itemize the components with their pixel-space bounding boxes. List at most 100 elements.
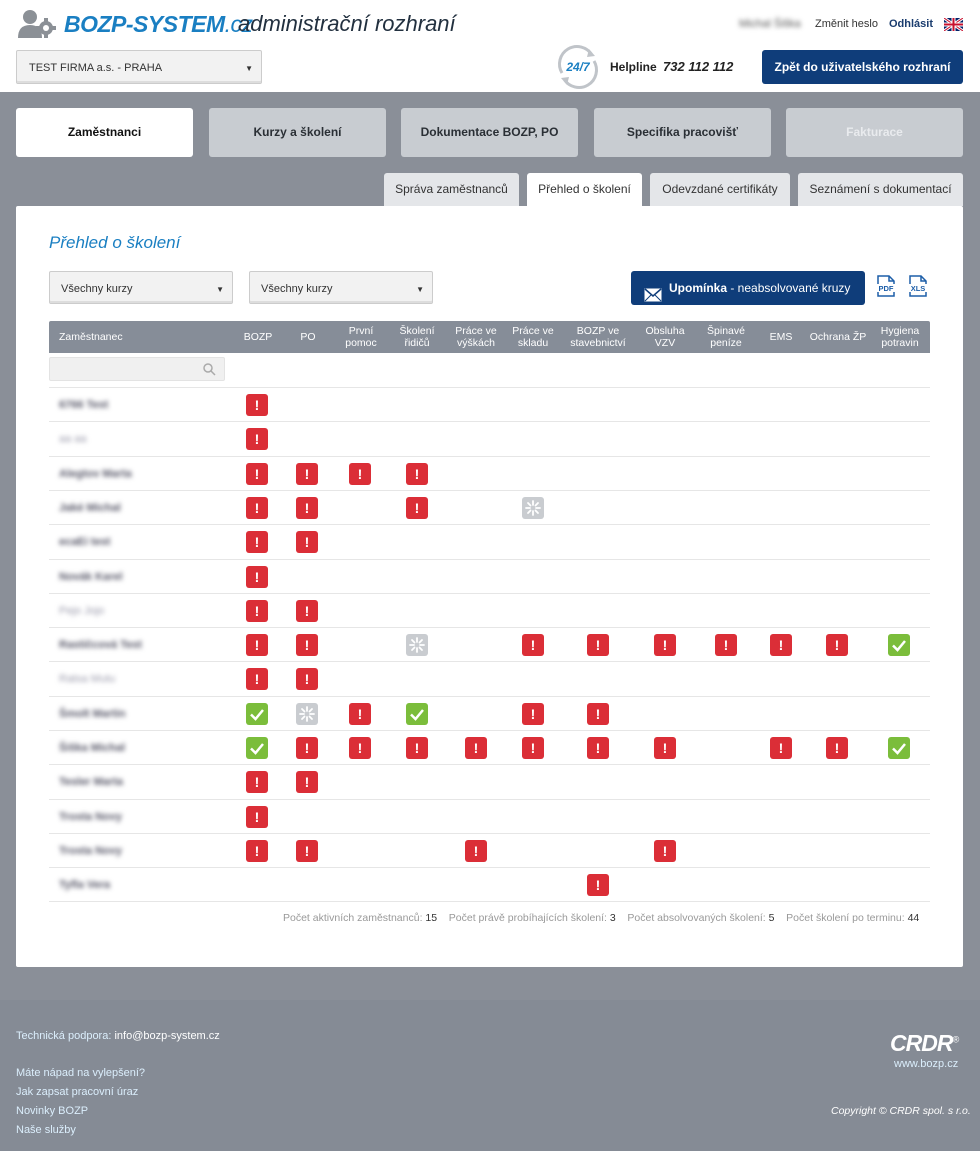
column-header[interactable]: Školení řidičů xyxy=(399,325,435,349)
column-header[interactable]: BOZP xyxy=(243,331,273,343)
overdue-warning-icon[interactable]: ! xyxy=(654,634,676,657)
logo-icon[interactable] xyxy=(18,8,56,41)
overdue-warning-icon[interactable]: ! xyxy=(349,702,371,725)
overdue-warning-icon[interactable]: ! xyxy=(654,737,676,759)
website-link[interactable]: www.bozp.cz xyxy=(894,1058,959,1070)
employee-name[interactable]: Ratsa Mutu xyxy=(59,673,116,686)
footer-link-ideas[interactable]: Máte nápad na vylepšení? xyxy=(16,1067,146,1079)
check-icon[interactable] xyxy=(888,634,910,657)
overdue-warning-icon[interactable]: ! xyxy=(296,668,318,691)
overdue-warning-icon[interactable]: ! xyxy=(246,428,268,451)
overdue-warning-icon[interactable]: ! xyxy=(522,702,544,725)
back-to-user-interface-button[interactable]: Zpět do uživatelského rozhraní xyxy=(762,50,963,84)
spinner-icon[interactable] xyxy=(406,634,428,657)
overdue-warning-icon[interactable]: ! xyxy=(770,737,792,759)
overdue-warning-icon[interactable]: ! xyxy=(296,634,318,657)
column-header[interactable]: BOZP ve stavebnictví xyxy=(570,325,626,349)
overdue-warning-icon[interactable]: ! xyxy=(246,462,268,485)
employee-name[interactable]: Trosta Novy xyxy=(59,810,122,823)
footer-link-services[interactable]: Naše služby xyxy=(16,1124,76,1136)
course-filter-select-2[interactable]: Všechny kurzy ▼ xyxy=(249,271,433,304)
overdue-warning-icon[interactable]: ! xyxy=(246,531,268,554)
column-header[interactable]: Špinavé peníze xyxy=(707,325,745,349)
overdue-warning-icon[interactable]: ! xyxy=(587,737,609,759)
overdue-warning-icon[interactable]: ! xyxy=(296,599,318,622)
overdue-warning-icon[interactable]: ! xyxy=(246,771,268,794)
check-icon[interactable] xyxy=(888,737,910,759)
column-header[interactable]: Ochrana ŽP xyxy=(809,331,867,343)
check-icon[interactable] xyxy=(246,702,268,725)
overdue-warning-icon[interactable]: ! xyxy=(465,839,487,862)
check-icon[interactable] xyxy=(246,737,268,759)
employee-name[interactable]: Šiška Michal xyxy=(59,742,126,754)
spinner-icon[interactable] xyxy=(522,496,544,519)
overdue-warning-icon[interactable]: ! xyxy=(296,462,318,485)
overdue-warning-icon[interactable]: ! xyxy=(770,634,792,657)
overdue-warning-icon[interactable]: ! xyxy=(465,737,487,759)
subtab-document-acknowledgement[interactable]: Seznámení s dokumentací xyxy=(798,173,963,206)
reminder-button[interactable]: Upomínka - neabsolvované kruzy xyxy=(631,271,865,305)
overdue-warning-icon[interactable]: ! xyxy=(296,496,318,519)
overdue-warning-icon[interactable]: ! xyxy=(587,702,609,725)
logout-link[interactable]: Odhlásit xyxy=(889,18,934,30)
employee-name[interactable]: 6766 Test xyxy=(59,399,109,411)
column-header[interactable]: EMS xyxy=(769,331,793,343)
employee-name[interactable]: Šmolt Martin xyxy=(59,707,126,720)
overdue-warning-icon[interactable]: ! xyxy=(246,668,268,691)
subtab-training-overview[interactable]: Přehled o školení xyxy=(527,173,642,207)
column-header[interactable]: PO xyxy=(300,331,316,343)
brand-logo[interactable]: BOZP-SYSTEM.cz xyxy=(64,11,253,37)
overdue-warning-icon[interactable]: ! xyxy=(246,634,268,657)
overdue-warning-icon[interactable]: ! xyxy=(826,737,848,759)
overdue-warning-icon[interactable]: ! xyxy=(246,599,268,622)
column-header-employee[interactable]: Zaměstnanec xyxy=(59,331,123,343)
company-select[interactable]: TEST FIRMA a.s. - PRAHA ▼ xyxy=(16,50,262,84)
overdue-warning-icon[interactable]: ! xyxy=(826,634,848,657)
course-filter-select[interactable]: Všechny kurzy ▼ xyxy=(49,271,233,304)
employee-name[interactable]: Alegtov Marta xyxy=(59,467,132,480)
overdue-warning-icon[interactable]: ! xyxy=(349,462,371,485)
pdf-export-icon[interactable]: PDF xyxy=(876,275,896,300)
column-header[interactable]: Obsluha VZV xyxy=(645,325,685,349)
overdue-warning-icon[interactable]: ! xyxy=(296,771,318,794)
overdue-warning-icon[interactable]: ! xyxy=(654,839,676,862)
tab-courses[interactable]: Kurzy a školení xyxy=(209,108,386,157)
xls-export-icon[interactable]: XLS xyxy=(908,275,928,300)
tab-documentation[interactable]: Dokumentace BOZP, PO xyxy=(401,108,578,157)
overdue-warning-icon[interactable]: ! xyxy=(296,737,318,759)
column-header[interactable]: Práce ve skladu xyxy=(512,325,554,349)
column-header[interactable]: Práce ve výškách xyxy=(455,325,497,349)
employee-name[interactable]: Trosta Novy xyxy=(59,844,122,857)
change-password-link[interactable]: Změnit heslo xyxy=(815,18,878,30)
employee-search-input[interactable] xyxy=(49,357,225,381)
overdue-warning-icon[interactable]: ! xyxy=(246,839,268,862)
overdue-warning-icon[interactable]: ! xyxy=(406,737,428,759)
overdue-warning-icon[interactable]: ! xyxy=(406,462,428,485)
overdue-warning-icon[interactable]: ! xyxy=(296,839,318,862)
employee-name[interactable]: Tyfla Vera xyxy=(59,879,111,892)
overdue-warning-icon[interactable]: ! xyxy=(246,394,268,416)
employee-name[interactable]: Tesler Marta xyxy=(59,776,123,789)
overdue-warning-icon[interactable]: ! xyxy=(522,634,544,657)
tab-workplace-specifics[interactable]: Specifika pracovišť xyxy=(594,108,771,157)
overdue-warning-icon[interactable]: ! xyxy=(522,737,544,759)
employee-name[interactable]: Jaké Michal xyxy=(59,501,121,514)
employee-name[interactable]: aa aa xyxy=(59,433,87,446)
overdue-warning-icon[interactable]: ! xyxy=(296,531,318,554)
overdue-warning-icon[interactable]: ! xyxy=(587,634,609,657)
overdue-warning-icon[interactable]: ! xyxy=(349,737,371,759)
employee-name[interactable]: Rastičcová Test xyxy=(59,639,142,652)
employee-name[interactable]: ecaEi test xyxy=(59,536,111,549)
tab-employees[interactable]: Zaměstnanci xyxy=(16,108,193,157)
footer-link-news[interactable]: Novinky BOZP xyxy=(16,1105,89,1117)
overdue-warning-icon[interactable]: ! xyxy=(246,496,268,519)
spinner-icon[interactable] xyxy=(296,702,318,725)
column-header[interactable]: Hygiena potravin xyxy=(880,325,920,349)
check-icon[interactable] xyxy=(406,702,428,725)
employee-name[interactable]: Pejo Jojo xyxy=(59,604,105,617)
uk-flag-icon[interactable] xyxy=(943,16,964,34)
crdr-logo[interactable]: CRDR® xyxy=(890,1030,959,1056)
subtab-employee-management[interactable]: Správa zaměstnanců xyxy=(384,173,519,206)
employee-name[interactable]: Novák Karel xyxy=(59,570,123,583)
overdue-warning-icon[interactable]: ! xyxy=(246,805,268,828)
